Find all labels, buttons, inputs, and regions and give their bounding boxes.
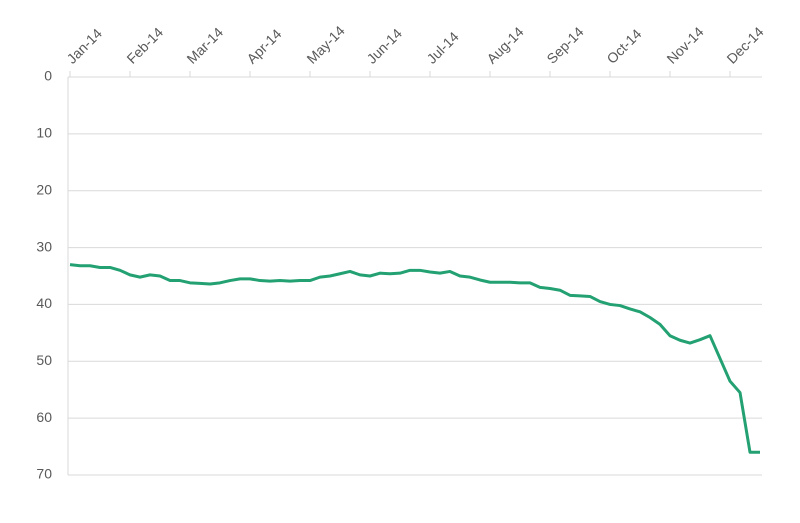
y-tick-label: 40 (36, 295, 52, 311)
x-tick-label: Jun-14 (363, 25, 405, 67)
x-tick-label: Dec-14 (723, 23, 766, 66)
x-tick-label: Nov-14 (663, 23, 706, 66)
x-tick-label: Aug-14 (483, 23, 526, 66)
x-tick-label: Sep-14 (543, 23, 586, 66)
x-tick-label: Mar-14 (183, 24, 226, 67)
y-tick-label: 60 (36, 409, 52, 425)
x-tick-label: Jul-14 (423, 28, 461, 66)
y-tick-label: 30 (36, 238, 52, 254)
y-tick-label: 20 (36, 181, 52, 197)
data-line (69, 263, 760, 454)
x-tick-label: Feb-14 (123, 24, 166, 67)
x-tick-label: Oct-14 (603, 26, 644, 67)
y-tick-label: 0 (44, 68, 52, 84)
x-tick-label: Apr-14 (243, 26, 284, 67)
x-tick-label: Jan-14 (63, 25, 105, 67)
y-tick-label: 10 (36, 125, 52, 141)
x-tick-label: May-14 (303, 22, 347, 66)
y-tick-label: 50 (36, 352, 52, 368)
y-tick-label: 70 (36, 466, 52, 482)
